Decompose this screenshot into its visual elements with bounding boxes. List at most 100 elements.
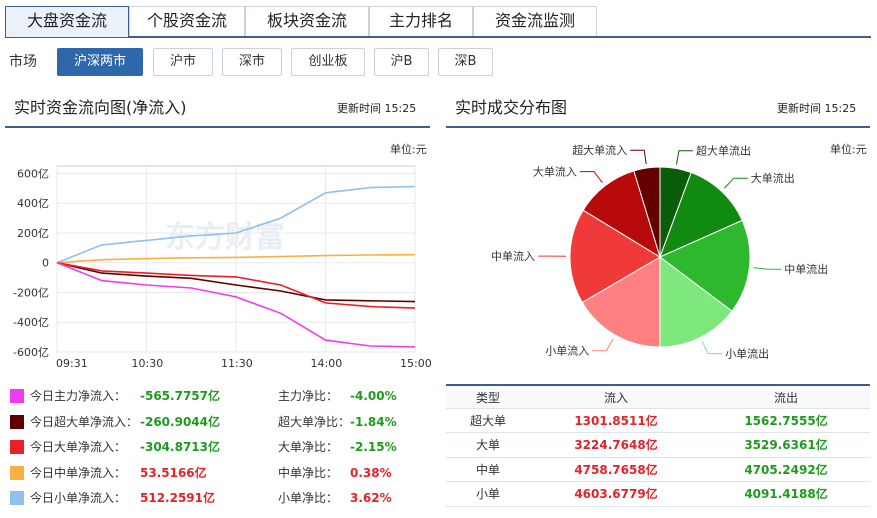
y-tick-label: 600亿 <box>17 167 49 180</box>
pie-label-leader <box>592 338 614 352</box>
pie-slice-label: 超大单流入 <box>572 143 627 157</box>
pie-label-leader <box>579 171 603 184</box>
legend-swatch <box>10 465 24 480</box>
legend-ratio-label: 中单净比： <box>278 465 339 480</box>
legend-value: -304.8713亿 <box>140 440 220 454</box>
legend-swatch <box>10 440 24 454</box>
legend-ratio-label: 大单净比： <box>278 440 339 454</box>
pie-slice <box>569 209 661 304</box>
tab-sector-flow[interactable]: 板块资金流 <box>245 6 369 36</box>
legend-ratio-label: 主力净比： <box>278 389 339 403</box>
distribution-update-time: 更新时间 15:25 <box>777 102 857 115</box>
right-panel-divider <box>446 126 870 128</box>
pie-slice <box>659 219 751 312</box>
pie-label-leader <box>630 149 647 165</box>
legend-item: 今日小单净流入： 512.2591亿 小单净比： 3.62% <box>10 488 420 508</box>
legend-item: 今日中单净流入： 53.5166亿 中单净比： 0.38% <box>10 463 420 483</box>
legend-value: -565.7757亿 <box>140 389 220 403</box>
market-option-sh[interactable]: 沪市 <box>153 48 213 76</box>
table-cell-type: 大单 <box>475 438 500 452</box>
distribution-table: 类型 流入 流出 超大单 1301.8511亿 1562.7555亿 大单 32… <box>446 384 870 507</box>
table-cell-inflow: 4758.7658亿 <box>574 462 658 477</box>
x-tick-label: 14:00 <box>311 357 343 370</box>
tab-main-ranking[interactable]: 主力排名 <box>369 6 473 36</box>
pie-slice <box>633 166 661 258</box>
table-header-type: 类型 <box>475 391 500 405</box>
legend-ratio-value: 0.38% <box>350 465 392 480</box>
series-line <box>56 261 416 348</box>
table-cell-type: 小单 <box>475 487 500 501</box>
market-label: 市场 <box>9 54 37 70</box>
flow-chart-update-time: 更新时间 15:25 <box>337 102 417 115</box>
table-row: 大单 3224.7648亿 3529.6361亿 <box>446 433 870 458</box>
legend-label: 今日大单净流入： <box>30 440 127 454</box>
tab-market-flow[interactable]: 大盘资金流 <box>5 6 129 37</box>
table-row: 中单 4758.7658亿 4705.2492亿 <box>446 458 870 482</box>
legend-item: 今日大单净流入： -304.8713亿 大单净比： -2.15% <box>10 437 420 457</box>
table-cell-outflow: 3529.6361亿 <box>744 438 828 452</box>
legend-label: 今日超大单净流入： <box>30 414 139 429</box>
legend-swatch <box>10 389 24 403</box>
legend-item: 今日超大单净流入： -260.9044亿 超大单净比： -1.84% <box>10 412 420 432</box>
table-row: 小单 4603.6779亿 4091.4188亿 <box>446 482 870 507</box>
distribution-unit: 单位:元 <box>830 143 867 156</box>
market-option-sz[interactable]: 深市 <box>222 48 282 76</box>
tab-flow-monitor[interactable]: 资金流监测 <box>473 6 597 36</box>
pie-slice <box>582 170 661 259</box>
x-tick-label: 15:00 <box>400 357 432 370</box>
tab-stock-flow[interactable]: 个股资金流 <box>129 6 245 36</box>
table-cell-inflow: 4603.6779亿 <box>574 487 658 501</box>
series-line <box>56 261 416 303</box>
series-line <box>56 185 416 264</box>
pie-label-leader <box>753 267 782 270</box>
legend-label: 今日小单净流入： <box>30 491 127 505</box>
market-option-gem[interactable]: 创业板 <box>291 48 365 76</box>
pie-slice-label: 中单流入 <box>491 249 535 263</box>
legend-swatch <box>10 414 24 429</box>
flow-line-chart: 东方财富 600亿 400亿 200亿 0 -200亿 -400亿 -600亿 09:31 10… <box>13 165 432 370</box>
pie-slice-label: 大单流入 <box>533 165 577 179</box>
legend-label: 今日中单净流入： <box>30 465 127 480</box>
legend-ratio-value: 3.62% <box>350 491 392 505</box>
table-header-outflow: 流出 <box>773 391 798 405</box>
table-cell-outflow: 4705.2492亿 <box>744 462 828 477</box>
pie-slice-label: 大单流出 <box>751 171 795 185</box>
table-cell-type: 中单 <box>475 462 500 477</box>
y-tick-label: -200亿 <box>13 286 49 299</box>
x-tick-label: 10:30 <box>132 357 164 370</box>
legend-item: 今日主力净流入： -565.7757亿 主力净比： -4.00% <box>10 386 420 406</box>
pie-slice-label: 小单流入 <box>545 344 589 358</box>
legend-value: 53.5166亿 <box>140 465 207 480</box>
legend-ratio-value: -4.00% <box>350 389 397 403</box>
pie-label-leader <box>701 340 723 355</box>
series-line <box>56 261 416 309</box>
y-tick-label: 200亿 <box>17 227 49 240</box>
market-option-shb[interactable]: 沪B <box>374 48 429 76</box>
table-row: 超大单 1301.8511亿 1562.7555亿 <box>446 409 870 433</box>
main-tabs: 大盘资金流 个股资金流 板块资金流 主力排名 资金流监测 <box>5 6 871 38</box>
y-tick-label: -400亿 <box>13 316 49 329</box>
x-tick-label: 11:30 <box>221 357 253 370</box>
legend-ratio-value: -2.15% <box>350 440 397 454</box>
flow-chart-title: 实时资金流向图(净流入) <box>14 98 187 117</box>
series-line <box>56 253 416 264</box>
y-tick-label: 400亿 <box>17 197 49 210</box>
legend-ratio-label: 超大单净比： <box>278 414 351 429</box>
y-tick-label: 0 <box>42 257 49 270</box>
table-cell-inflow: 3224.7648亿 <box>574 438 658 452</box>
market-option-all[interactable]: 沪深两市 <box>57 48 143 76</box>
legend-value: -260.9044亿 <box>140 414 220 429</box>
table-cell-outflow: 1562.7555亿 <box>744 413 828 428</box>
table-header-inflow: 流入 <box>603 391 628 405</box>
left-panel-divider <box>5 126 430 128</box>
market-option-szb[interactable]: 深B <box>438 48 493 76</box>
table-cell-inflow: 1301.8511亿 <box>574 413 658 428</box>
x-tick-label: 09:31 <box>56 357 88 370</box>
pie-slice-label: 超大单流出 <box>696 144 751 158</box>
table-cell-outflow: 4091.4188亿 <box>744 487 828 501</box>
pie-slice <box>659 171 743 258</box>
pie-label-leader <box>676 150 693 165</box>
legend-ratio-label: 小单净比： <box>278 491 339 505</box>
legend-swatch <box>10 491 24 505</box>
